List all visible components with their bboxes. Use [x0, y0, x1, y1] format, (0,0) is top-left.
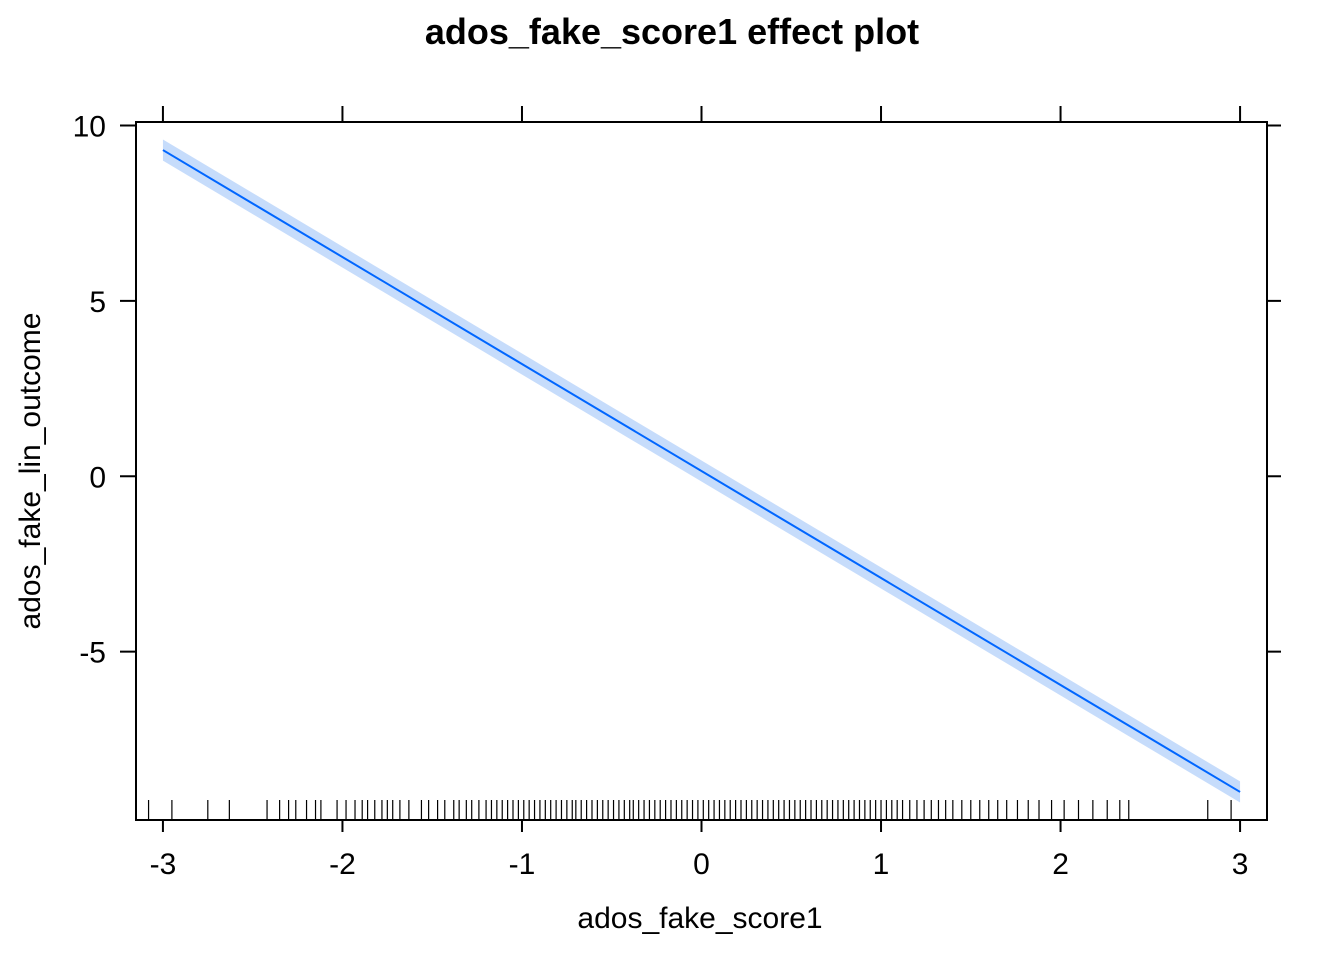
x-tick-label: 1	[873, 848, 890, 881]
chart-title: ados_fake_score1 effect plot	[425, 11, 919, 52]
x-axis-ticks: -3 -2 -1 0 1 2 3	[150, 106, 1249, 881]
x-tick-label: -1	[509, 848, 536, 881]
x-tick-label: 3	[1232, 848, 1249, 881]
y-axis-ticks: -5 0 5 10	[73, 111, 1281, 670]
y-tick-label: 5	[89, 286, 106, 319]
effect-line	[162, 149, 1241, 793]
x-tick-label: 0	[693, 848, 710, 881]
y-tick-label: -5	[79, 637, 106, 670]
x-tick-label: -2	[329, 848, 356, 881]
x-axis-label: ados_fake_score1	[577, 902, 822, 935]
x-tick-label: -3	[150, 848, 177, 881]
y-tick-label: 10	[73, 111, 106, 144]
rug-layer	[147, 800, 1232, 820]
y-axis-label: ados_fake_lin_outcome	[14, 313, 47, 630]
effect-line-layer	[162, 149, 1241, 793]
x-tick-label: 2	[1052, 848, 1069, 881]
y-tick-label: 0	[89, 461, 106, 494]
